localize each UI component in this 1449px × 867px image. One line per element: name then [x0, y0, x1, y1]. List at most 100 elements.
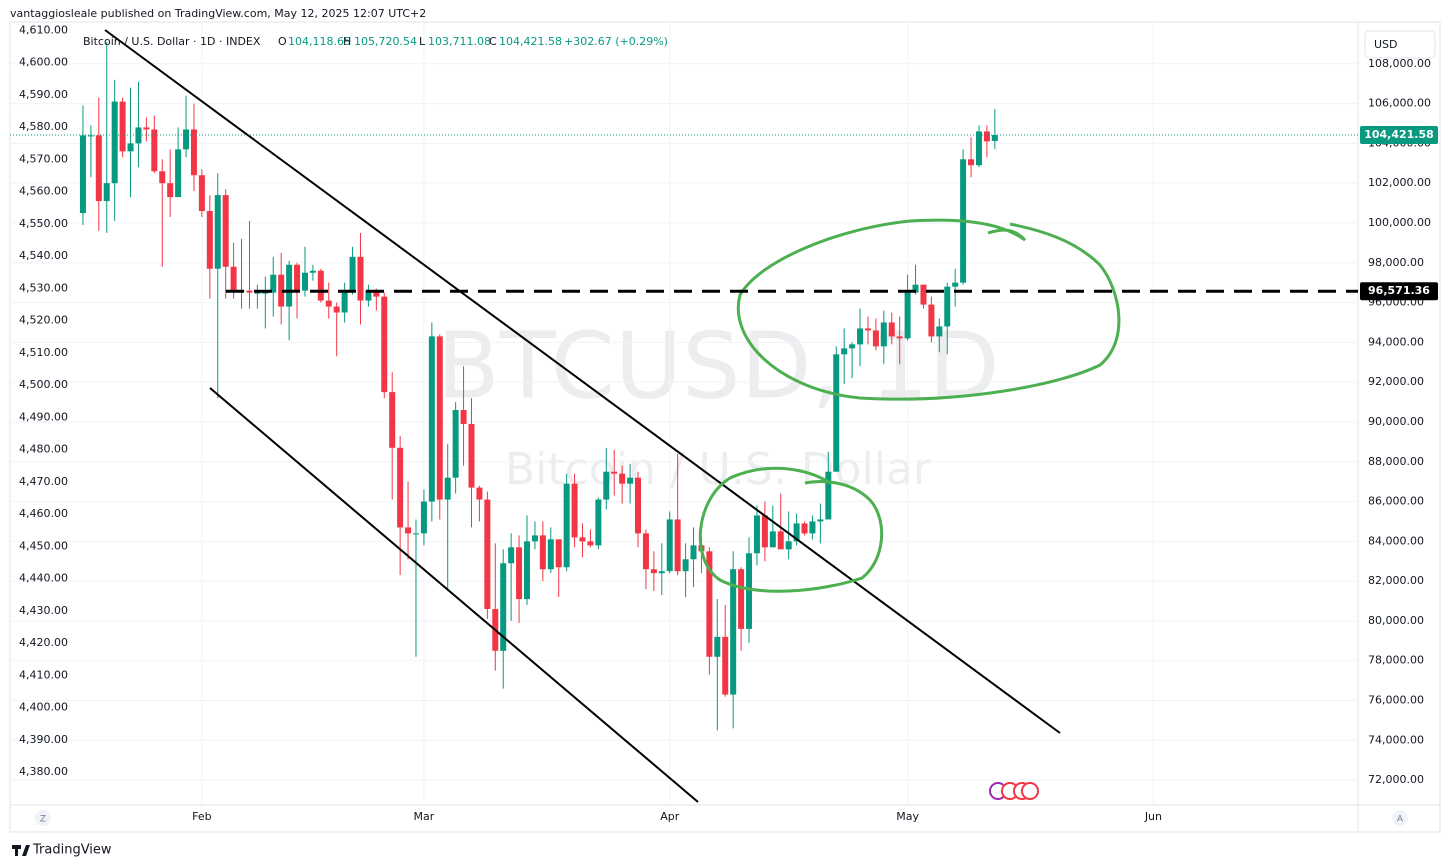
ohlc-value: 104,118.65 [288, 35, 351, 48]
candle-body [801, 523, 808, 534]
candle-body [730, 569, 737, 695]
scale-button[interactable] [35, 810, 51, 826]
candle-body [95, 135, 102, 202]
y-tick-label: 78,000.00 [1368, 654, 1424, 667]
y-tick-label: 102,000.00 [1368, 176, 1431, 189]
candle-body [706, 551, 713, 657]
candle-body [508, 547, 515, 564]
y-tick-label: 106,000.00 [1368, 97, 1431, 110]
y2-tick-label: 4,450.00 [19, 539, 68, 552]
y2-tick-label: 4,580.00 [19, 120, 68, 133]
candle-body [341, 290, 348, 313]
scale-button[interactable] [1392, 810, 1408, 826]
candle-body [547, 539, 554, 570]
candle-body [611, 471, 618, 474]
candle-body [991, 134, 998, 142]
event-icons [989, 782, 1039, 800]
scale-button-label[interactable]: Z [40, 815, 46, 825]
candle-body [658, 571, 665, 574]
candle-body [793, 523, 800, 542]
candle-body [127, 143, 134, 152]
candle-body [460, 410, 467, 424]
candle-body [103, 183, 110, 202]
trend-line [104, 29, 1061, 734]
candle-body [849, 344, 856, 349]
hand-drawn-ellipse [698, 466, 884, 593]
candle-body [278, 274, 285, 307]
candle-body [87, 135, 94, 137]
candle-body [952, 282, 959, 287]
y2-tick-label: 4,420.00 [19, 636, 68, 649]
candle-body [389, 392, 396, 448]
candle-body [500, 563, 507, 651]
candle-body [286, 264, 293, 307]
y2-tick-label: 4,500.00 [19, 378, 68, 391]
candle-body [468, 423, 475, 488]
price-tag [1360, 282, 1438, 301]
ohlc-key: L [419, 35, 426, 48]
y2-tick-label: 4,520.00 [19, 314, 68, 327]
y2-tick-label: 4,600.00 [19, 56, 68, 69]
y2-tick-label: 4,430.00 [19, 604, 68, 617]
price-change: +302.67 (+0.29%) [564, 35, 668, 48]
candle-body [539, 535, 546, 570]
candle-body [563, 483, 570, 568]
candle-body [412, 533, 419, 535]
y-tick-label: 98,000.00 [1368, 256, 1424, 269]
candle-body [151, 129, 158, 172]
candle-body [944, 286, 951, 327]
currency-button[interactable] [1364, 30, 1436, 59]
header-legend: Bitcoin / U.S. Dollar · 1D · INDEX O 104… [12, 30, 1436, 858]
candle-body [738, 569, 745, 629]
candle-body [381, 296, 388, 393]
candle-body [516, 547, 523, 600]
y2-tick-label: 4,460.00 [19, 507, 68, 520]
candle-body [373, 290, 380, 297]
candle-body [777, 531, 784, 550]
x-tick-label: Feb [192, 810, 211, 823]
candle-body [642, 533, 649, 570]
candle-body [214, 195, 221, 269]
x-tick-label: Apr [660, 810, 680, 823]
candle-body [325, 300, 332, 307]
candle-body [183, 129, 190, 150]
candle-body [333, 306, 340, 313]
chart-frame [9, 21, 1441, 833]
candle-body [436, 336, 443, 500]
candle-body [523, 541, 530, 600]
candle-body [968, 159, 975, 166]
candle-body [349, 256, 356, 291]
y-tick-label: 94,000.00 [1368, 335, 1424, 348]
candle-body [746, 553, 753, 629]
candle-body [761, 515, 768, 548]
scale-button-label[interactable]: A [1397, 815, 1404, 825]
candle-body [896, 336, 903, 339]
price-tag [1360, 125, 1438, 144]
candle-body [825, 471, 832, 520]
candle-body [246, 290, 253, 293]
candle-body [222, 195, 229, 267]
y2-tick-label: 4,530.00 [19, 281, 68, 294]
candle-body [317, 270, 324, 301]
y2-tick-label: 4,510.00 [19, 346, 68, 359]
watermark-symbol: BTCUSD, 1D [437, 312, 1000, 419]
y2-tick-label: 4,480.00 [19, 443, 68, 456]
y2-tick-label: 4,540.00 [19, 249, 68, 262]
candle-body [690, 545, 697, 560]
candle-body [872, 330, 879, 347]
candle-body [682, 559, 689, 572]
candle-body [650, 569, 657, 574]
candle-body [785, 541, 792, 550]
ohlc-value: 105,720.54 [354, 35, 417, 48]
currency-label[interactable]: USD [1374, 38, 1398, 51]
y2-tick-label: 4,490.00 [19, 410, 68, 423]
candle-body [531, 535, 538, 542]
y-tick-label: 82,000.00 [1368, 574, 1424, 587]
candle-body [864, 328, 871, 331]
candle-body [833, 354, 840, 472]
candle-body [627, 477, 634, 484]
x-tick-label: Jun [1144, 810, 1162, 823]
candle-body [635, 477, 642, 534]
